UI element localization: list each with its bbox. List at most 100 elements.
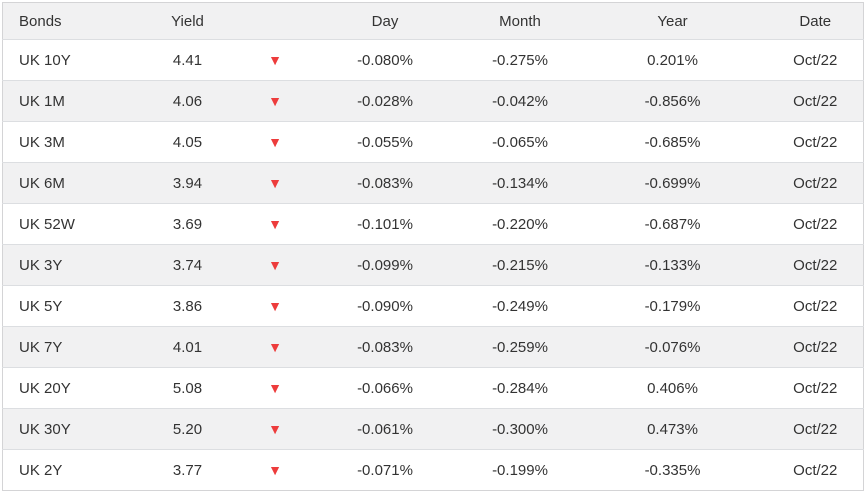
table-row[interactable]: UK 30Y 5.20 ▼ -0.061% -0.300% 0.473% Oct…: [2, 408, 864, 450]
bond-day-change: -0.061%: [307, 408, 463, 450]
bond-yield: 3.69: [132, 203, 243, 245]
trend-cell: ▼: [242, 162, 308, 204]
bond-year-change: -0.699%: [577, 162, 768, 204]
bond-date: Oct/22: [767, 326, 864, 368]
bond-day-change: -0.055%: [307, 121, 463, 163]
column-header-month[interactable]: Month: [462, 2, 578, 40]
column-header-trend: [242, 2, 308, 40]
trend-cell: ▼: [242, 408, 308, 450]
bond-yield: 5.08: [132, 367, 243, 409]
bond-date: Oct/22: [767, 39, 864, 81]
bond-month-change: -0.300%: [462, 408, 578, 450]
column-header-yield[interactable]: Yield: [132, 2, 243, 40]
bond-year-change: -0.685%: [577, 121, 768, 163]
bond-yield: 3.86: [132, 285, 243, 327]
bond-month-change: -0.042%: [462, 80, 578, 122]
bond-month-change: -0.134%: [462, 162, 578, 204]
bond-year-change: -0.856%: [577, 80, 768, 122]
down-arrow-icon: ▼: [268, 256, 282, 273]
bond-year-change: -0.687%: [577, 203, 768, 245]
bond-month-change: -0.249%: [462, 285, 578, 327]
bond-year-change: -0.179%: [577, 285, 768, 327]
bond-name: UK 30Y: [2, 408, 133, 450]
table-row[interactable]: UK 5Y 3.86 ▼ -0.090% -0.249% -0.179% Oct…: [2, 285, 864, 327]
table-row[interactable]: UK 7Y 4.01 ▼ -0.083% -0.259% -0.076% Oct…: [2, 326, 864, 368]
table-row[interactable]: UK 3M 4.05 ▼ -0.055% -0.065% -0.685% Oct…: [2, 121, 864, 163]
table-row[interactable]: UK 3Y 3.74 ▼ -0.099% -0.215% -0.133% Oct…: [2, 244, 864, 286]
bond-name: UK 20Y: [2, 367, 133, 409]
table-row[interactable]: UK 2Y 3.77 ▼ -0.071% -0.199% -0.335% Oct…: [2, 449, 864, 491]
table-row[interactable]: UK 10Y 4.41 ▼ -0.080% -0.275% 0.201% Oct…: [2, 39, 864, 81]
bond-year-change: 0.406%: [577, 367, 768, 409]
table-row[interactable]: UK 52W 3.69 ▼ -0.101% -0.220% -0.687% Oc…: [2, 203, 864, 245]
bond-day-change: -0.071%: [307, 449, 463, 491]
bonds-table: Bonds Yield Day Month Year Date UK 10Y 4…: [2, 2, 864, 491]
down-arrow-icon: ▼: [268, 297, 282, 314]
bond-name: UK 1M: [2, 80, 133, 122]
header-row: Bonds Yield Day Month Year Date: [2, 2, 864, 40]
bond-yield: 4.06: [132, 80, 243, 122]
down-arrow-icon: ▼: [268, 133, 282, 150]
bond-yield: 3.77: [132, 449, 243, 491]
bond-day-change: -0.101%: [307, 203, 463, 245]
bond-month-change: -0.284%: [462, 367, 578, 409]
bond-yield: 4.05: [132, 121, 243, 163]
bond-yield: 4.01: [132, 326, 243, 368]
trend-cell: ▼: [242, 203, 308, 245]
bond-month-change: -0.220%: [462, 203, 578, 245]
column-header-bonds[interactable]: Bonds: [2, 2, 133, 40]
bond-name: UK 3M: [2, 121, 133, 163]
bond-year-change: -0.335%: [577, 449, 768, 491]
bond-day-change: -0.083%: [307, 162, 463, 204]
bond-name: UK 7Y: [2, 326, 133, 368]
bond-yield: 5.20: [132, 408, 243, 450]
down-arrow-icon: ▼: [268, 174, 282, 191]
trend-cell: ▼: [242, 285, 308, 327]
bond-year-change: -0.133%: [577, 244, 768, 286]
bond-day-change: -0.066%: [307, 367, 463, 409]
bond-day-change: -0.090%: [307, 285, 463, 327]
bond-month-change: -0.199%: [462, 449, 578, 491]
bond-month-change: -0.275%: [462, 39, 578, 81]
bond-date: Oct/22: [767, 367, 864, 409]
column-header-date[interactable]: Date: [767, 2, 864, 40]
bond-name: UK 2Y: [2, 449, 133, 491]
down-arrow-icon: ▼: [268, 461, 282, 478]
bond-yield: 4.41: [132, 39, 243, 81]
table-row[interactable]: UK 1M 4.06 ▼ -0.028% -0.042% -0.856% Oct…: [2, 80, 864, 122]
bond-year-change: -0.076%: [577, 326, 768, 368]
bond-name: UK 3Y: [2, 244, 133, 286]
down-arrow-icon: ▼: [268, 338, 282, 355]
bond-date: Oct/22: [767, 408, 864, 450]
column-header-day[interactable]: Day: [307, 2, 463, 40]
trend-cell: ▼: [242, 449, 308, 491]
bond-day-change: -0.028%: [307, 80, 463, 122]
trend-cell: ▼: [242, 121, 308, 163]
table-row[interactable]: UK 6M 3.94 ▼ -0.083% -0.134% -0.699% Oct…: [2, 162, 864, 204]
bond-date: Oct/22: [767, 244, 864, 286]
bond-day-change: -0.099%: [307, 244, 463, 286]
down-arrow-icon: ▼: [268, 215, 282, 232]
bond-date: Oct/22: [767, 449, 864, 491]
down-arrow-icon: ▼: [268, 379, 282, 396]
bond-year-change: 0.201%: [577, 39, 768, 81]
bond-name: UK 52W: [2, 203, 133, 245]
bonds-table-body: UK 10Y 4.41 ▼ -0.080% -0.275% 0.201% Oct…: [2, 39, 864, 491]
down-arrow-icon: ▼: [268, 420, 282, 437]
down-arrow-icon: ▼: [268, 92, 282, 109]
bond-month-change: -0.259%: [462, 326, 578, 368]
bond-name: UK 5Y: [2, 285, 133, 327]
bond-month-change: -0.065%: [462, 121, 578, 163]
bond-year-change: 0.473%: [577, 408, 768, 450]
bond-name: UK 6M: [2, 162, 133, 204]
bond-date: Oct/22: [767, 80, 864, 122]
column-header-year[interactable]: Year: [577, 2, 768, 40]
trend-cell: ▼: [242, 39, 308, 81]
table-row[interactable]: UK 20Y 5.08 ▼ -0.066% -0.284% 0.406% Oct…: [2, 367, 864, 409]
bond-name: UK 10Y: [2, 39, 133, 81]
bond-date: Oct/22: [767, 162, 864, 204]
trend-cell: ▼: [242, 80, 308, 122]
bond-day-change: -0.083%: [307, 326, 463, 368]
bond-month-change: -0.215%: [462, 244, 578, 286]
